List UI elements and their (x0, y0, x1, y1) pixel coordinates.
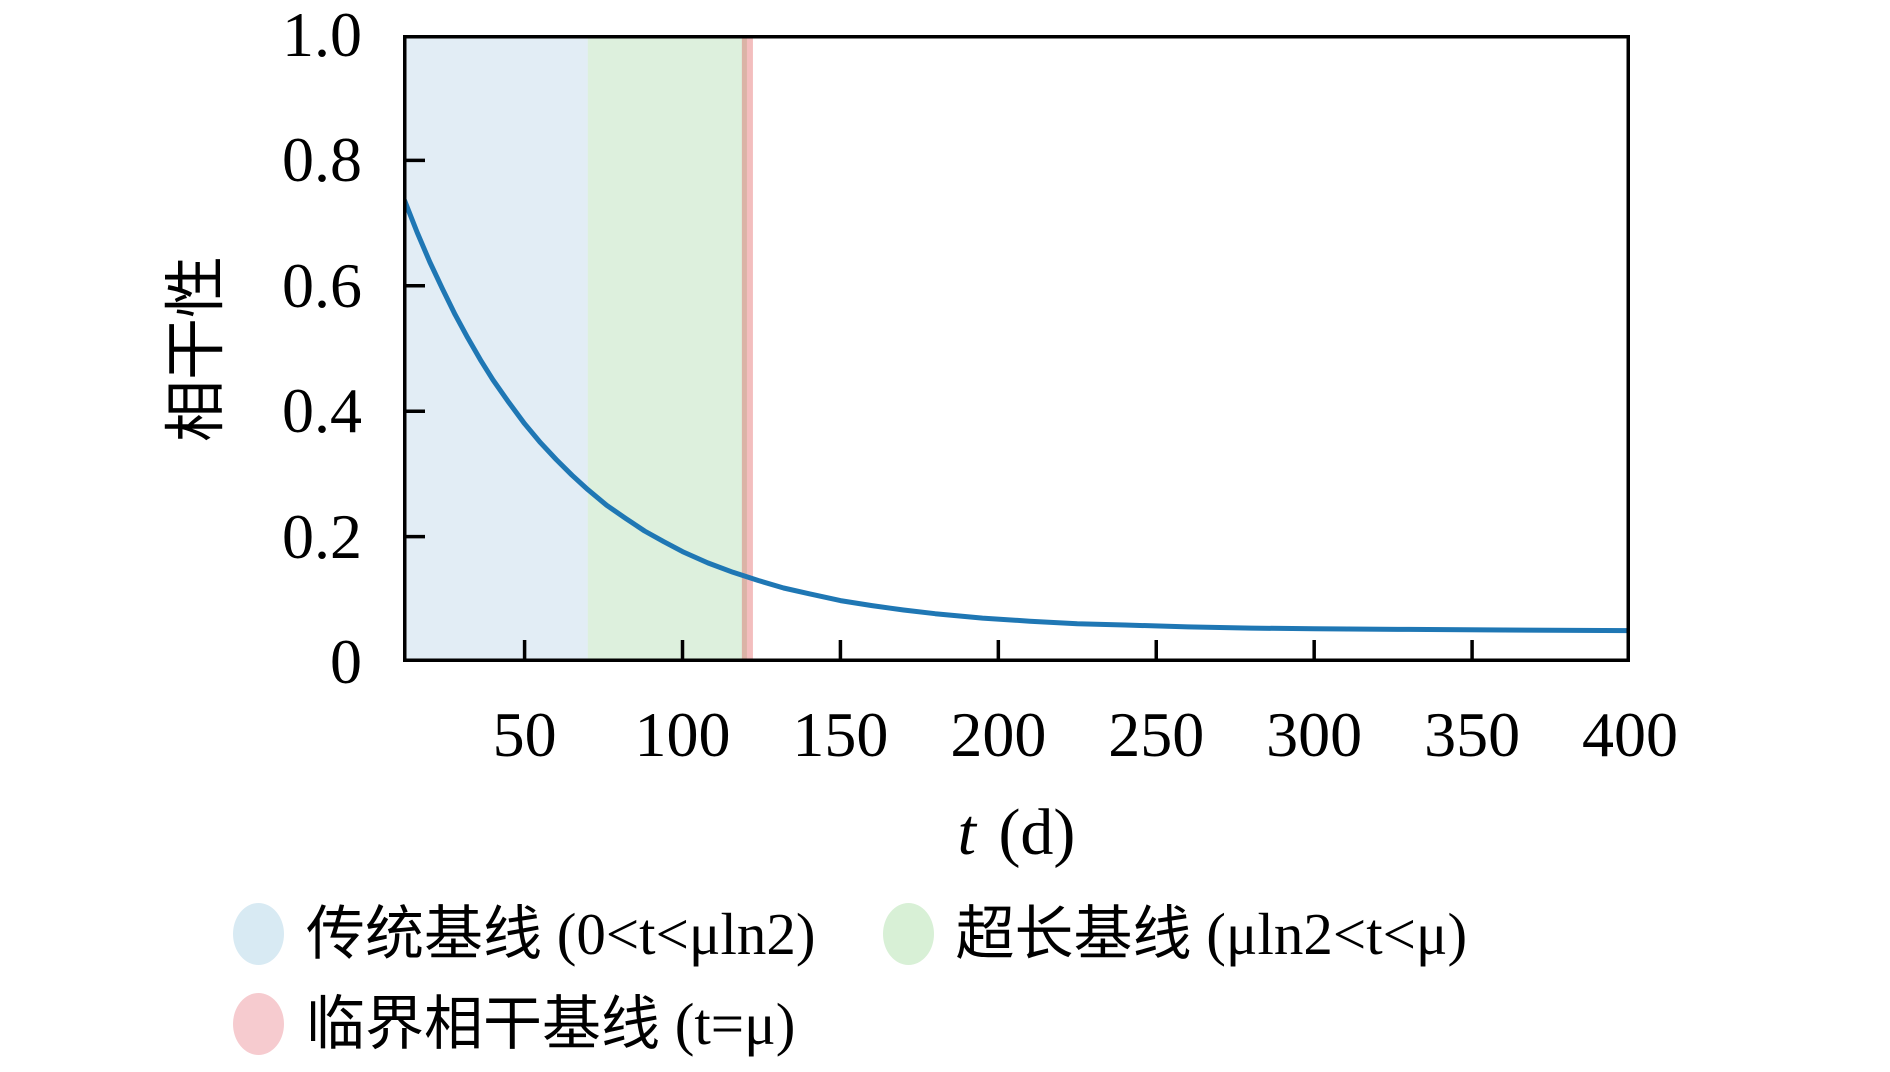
plot-area (403, 35, 1630, 662)
axes-frame (403, 35, 1630, 662)
ultralong-baseline-ellipse-icon (882, 903, 934, 965)
legend-item-traditional-baseline: 传统基线 (0<t<μln2) (233, 899, 816, 969)
x-tick-label-400: 400 (1582, 699, 1678, 770)
y-tick-label-0: 0 (330, 626, 362, 697)
x-axis-label-unit: (d) (981, 796, 1076, 869)
legend-label-traditional-baseline: 传统基线 (0<t<μln2) (306, 901, 816, 967)
legend-label-ultralong-baseline: 超长基线 (μln2<t<μ) (955, 901, 1468, 967)
x-tick-label-350: 350 (1424, 699, 1521, 770)
x-tick-label-100: 100 (634, 699, 731, 770)
y-tick-label-0.8: 0.8 (282, 124, 362, 196)
y-tick-label-1.0: 1.0 (282, 0, 362, 70)
coherence-curve (403, 198, 1630, 634)
x-tick-label-50: 50 (492, 699, 557, 770)
region-0 (403, 35, 588, 662)
x-tick-label-250: 250 (1108, 699, 1205, 770)
y-tick-label-0.4: 0.4 (282, 375, 362, 447)
legend-row-1: 传统基线 (0<t<μln2) 超长基线 (μln2<t<μ) (233, 896, 1853, 972)
region-2 (741, 35, 753, 662)
legend-label-critical-coherence-baseline: 临界相干基线 (t=μ) (306, 991, 796, 1057)
x-axis-label: t (d) (403, 796, 1630, 870)
x-tick-label-150: 150 (792, 699, 889, 770)
legend: 传统基线 (0<t<μln2) 超长基线 (μln2<t<μ) 临界相干基线 (… (233, 896, 1853, 1072)
x-tick-label-200: 200 (950, 699, 1047, 770)
legend-row-2: 临界相干基线 (t=μ) (233, 986, 1853, 1062)
y-tick-label-0.2: 0.2 (282, 500, 362, 572)
coherence-chart (403, 35, 1630, 662)
traditional-baseline-ellipse-icon (233, 903, 284, 965)
legend-item-ultralong-baseline: 超长基线 (μln2<t<μ) (882, 899, 1468, 969)
y-axis-label: 相干性 (163, 256, 231, 443)
critical-coherence-baseline-ellipse-icon (233, 993, 284, 1055)
y-tick-label-0.6: 0.6 (282, 249, 362, 321)
region-1 (587, 35, 747, 662)
x-tick-label-300: 300 (1266, 699, 1363, 770)
x-axis-label-variable: t (957, 796, 976, 869)
legend-item-critical-coherence-baseline: 临界相干基线 (t=μ) (233, 989, 795, 1059)
